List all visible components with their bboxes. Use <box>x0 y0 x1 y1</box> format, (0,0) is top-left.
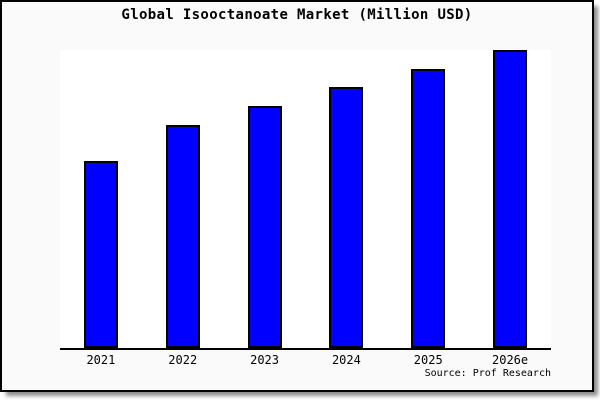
chart-frame: Global Isooctanoate Market (Million USD)… <box>0 0 594 392</box>
bar-2021 <box>83 161 118 348</box>
x-tick-2024: 2024 <box>331 353 361 367</box>
x-tick-2022: 2022 <box>168 353 198 367</box>
chart-title: Global Isooctanoate Market (Million USD) <box>121 7 473 23</box>
x-tick-2023: 2023 <box>250 353 280 367</box>
plot-area <box>60 50 551 350</box>
x-tick-2025: 2025 <box>413 353 443 367</box>
x-axis-ticks: 2021 2022 2023 2024 2025 2026e <box>60 353 551 367</box>
bar-2022 <box>165 125 200 348</box>
x-tick-2021: 2021 <box>86 353 116 367</box>
bar-2026e <box>493 50 528 348</box>
bar-2023 <box>247 106 282 348</box>
source-credit: Source: Prof Research <box>424 368 551 379</box>
bar-2025 <box>411 69 446 348</box>
x-tick-2026e: 2026e <box>492 353 529 367</box>
bar-2024 <box>329 87 364 348</box>
